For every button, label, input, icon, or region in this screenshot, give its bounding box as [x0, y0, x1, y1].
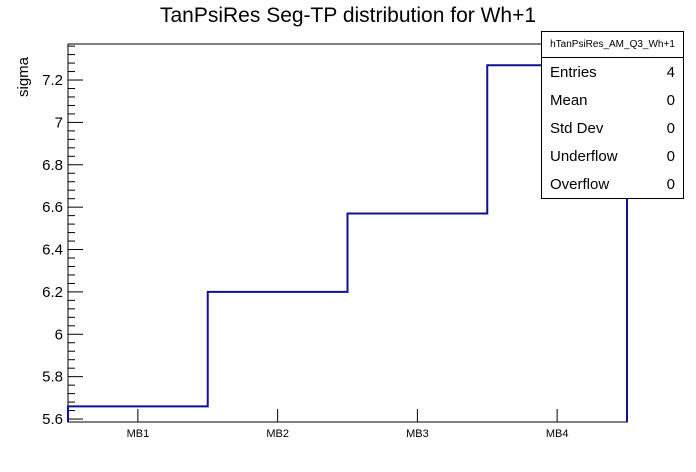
stats-row: Std Dev 0 — [542, 114, 683, 142]
stats-value: 0 — [666, 147, 675, 165]
y-tick-label: 5.6 — [42, 411, 63, 428]
stats-row: Underflow 0 — [542, 142, 683, 170]
stats-row: Overflow 0 — [542, 170, 683, 198]
y-tick-label: 6.2 — [42, 284, 63, 301]
stats-row: Entries 4 — [542, 58, 683, 86]
y-tick-label: 6 — [55, 326, 63, 343]
y-tick-label: 7 — [55, 114, 63, 131]
stats-value: 0 — [666, 119, 675, 137]
y-tick-label: 7.2 — [42, 72, 63, 89]
stats-rows: Entries 4 Mean 0 Std Dev 0 Underflow 0 O… — [542, 58, 683, 198]
stats-value: 0 — [666, 175, 675, 193]
stats-box-title: hTanPsiRes_AM_Q3_Wh+1 — [542, 32, 683, 58]
x-tick-label: MB3 — [406, 428, 429, 440]
stats-box[interactable]: hTanPsiRes_AM_Q3_Wh+1 Entries 4 Mean 0 S… — [541, 31, 684, 199]
y-tick-label: 6.4 — [42, 242, 63, 259]
y-tick-label: 6.8 — [42, 157, 63, 174]
chart-title: TanPsiRes Seg-TP distribution for Wh+1 — [159, 4, 537, 27]
x-tick-label: MB4 — [546, 428, 569, 440]
stats-label: Entries — [550, 63, 597, 81]
stats-label: Underflow — [550, 147, 618, 165]
stats-label: Std Dev — [550, 119, 604, 137]
stats-label: Mean — [550, 91, 588, 109]
y-tick-label: 5.8 — [42, 369, 63, 386]
stats-label: Overflow — [550, 175, 610, 193]
x-tick-label: MB1 — [127, 428, 150, 440]
x-tick-label: MB2 — [266, 428, 289, 440]
stats-row: Mean 0 — [542, 86, 683, 114]
y-tick-label: 6.6 — [42, 199, 63, 216]
stats-value: 4 — [666, 63, 675, 81]
stats-value: 0 — [666, 91, 675, 109]
